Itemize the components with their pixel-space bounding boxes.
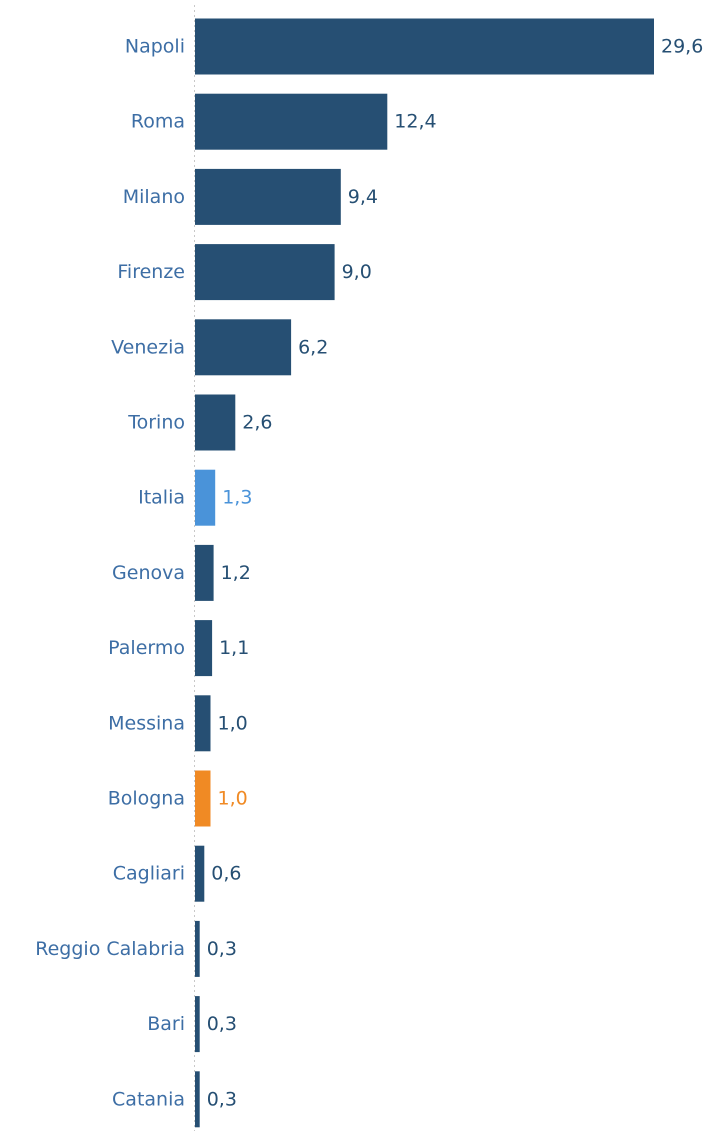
category-label: Palermo	[108, 637, 185, 659]
data-label: 1,0	[218, 788, 248, 810]
data-label: 12,4	[394, 111, 436, 133]
data-label: 0,3	[207, 1013, 237, 1035]
data-label: 0,6	[211, 863, 241, 885]
data-label: 1,0	[218, 712, 248, 734]
category-label: Messina	[108, 712, 185, 734]
data-label: 1,1	[219, 637, 249, 659]
bar-firenze	[195, 244, 335, 301]
category-label: Milano	[123, 186, 185, 208]
category-label: Italia	[138, 487, 185, 509]
bar-milano	[195, 168, 341, 225]
data-label: 9,4	[348, 186, 378, 208]
category-label: Bari	[147, 1013, 185, 1035]
bar-venezia	[195, 319, 292, 376]
category-label: Napoli	[125, 36, 185, 58]
category-label: Torino	[127, 412, 185, 434]
category-label: Genova	[112, 562, 185, 584]
bar-napoli	[195, 18, 654, 75]
category-label: Bologna	[108, 788, 185, 810]
bar-reggio-calabria	[195, 920, 200, 977]
data-label: 0,3	[207, 938, 237, 960]
category-label: Venezia	[111, 336, 185, 358]
bar-bari	[195, 996, 200, 1053]
bar-roma	[195, 93, 388, 150]
bar-bologna	[195, 770, 211, 827]
category-label: Firenze	[117, 261, 185, 283]
data-label: 6,2	[298, 336, 328, 358]
bar-genova	[195, 544, 214, 601]
bar-cagliari	[195, 845, 205, 902]
category-label: Catania	[112, 1088, 185, 1110]
data-label: 9,0	[342, 261, 372, 283]
category-label: Cagliari	[113, 863, 185, 885]
data-label: 1,2	[221, 562, 251, 584]
data-label: 29,6	[661, 36, 703, 58]
bar-palermo	[195, 620, 213, 677]
data-label: 2,6	[242, 412, 272, 434]
bar-italia	[195, 469, 216, 526]
category-label: Roma	[131, 111, 185, 133]
bar-messina	[195, 695, 211, 752]
bar-torino	[195, 394, 236, 451]
category-label: Reggio Calabria	[35, 938, 185, 960]
bar-catania	[195, 1071, 200, 1128]
data-label: 1,3	[222, 487, 252, 509]
data-label: 0,3	[207, 1088, 237, 1110]
